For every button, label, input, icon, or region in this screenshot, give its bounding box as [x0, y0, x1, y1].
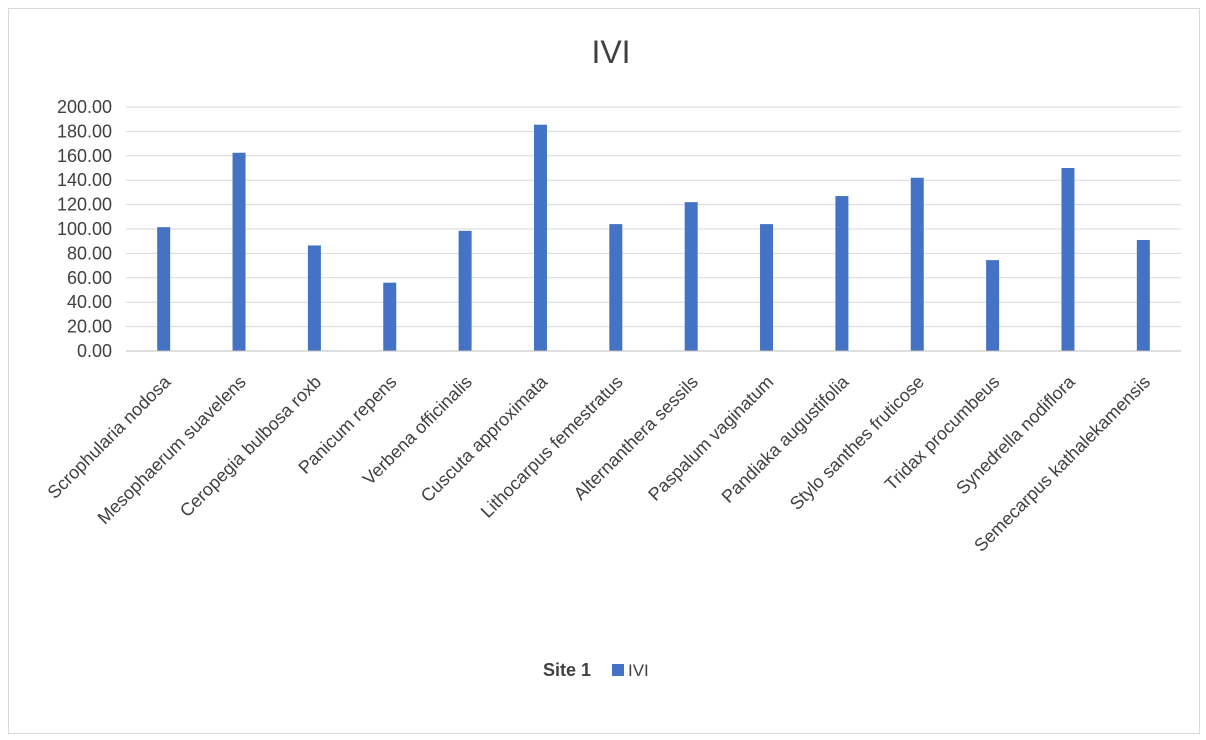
- legend-swatch-ivi: [612, 664, 624, 676]
- bar: [458, 230, 472, 351]
- legend-label-ivi: IVI: [628, 661, 649, 680]
- bar: [760, 224, 774, 351]
- legend-title: Site 1: [543, 660, 591, 680]
- y-axis-tick-labels: 0.00 20.00 40.00 60.00 80.00 100.00 120.00 140.…: [57, 97, 112, 361]
- x-category-label: Lithocarpus femestratus: [477, 372, 627, 522]
- bar: [1061, 168, 1075, 351]
- y-tick-label: 100.00: [57, 219, 112, 239]
- x-category-label: Cuscuta approximata: [417, 371, 552, 506]
- bar: [307, 245, 321, 351]
- y-tick-label: 40.00: [67, 292, 112, 312]
- x-category-label: Pandiaka augustifolia: [718, 371, 854, 507]
- y-tick-label: 0.00: [77, 341, 112, 361]
- x-category-label: Scrophularia nodosa: [44, 371, 176, 503]
- y-tick-label: 160.00: [57, 146, 112, 166]
- bar: [609, 224, 623, 351]
- x-category-label: Ceropegia bulbosa roxb: [176, 372, 325, 521]
- bar: [157, 227, 171, 351]
- bar: [910, 177, 924, 351]
- gridlines: [126, 106, 1181, 352]
- bar: [684, 202, 698, 351]
- bars: [157, 124, 1150, 351]
- y-tick-label: 200.00: [57, 97, 112, 117]
- bar: [986, 260, 1000, 351]
- bar: [383, 282, 397, 351]
- y-tick-label: 60.00: [67, 268, 112, 288]
- legend: Site 1 IVI: [543, 660, 649, 680]
- y-tick-label: 180.00: [57, 121, 112, 141]
- x-category-label: Mesophaerum suavelens: [94, 372, 250, 528]
- bar: [835, 196, 849, 351]
- bar: [232, 152, 246, 351]
- bar-chart: IVI 0.00 20.00 40.00 60.00 80.00 100.00 120.00…: [44, 34, 1181, 680]
- y-tick-label: 140.00: [57, 170, 112, 190]
- x-category-label: Alternanthera sessils: [570, 372, 702, 504]
- bar: [1136, 239, 1150, 351]
- y-tick-label: 80.00: [67, 243, 112, 263]
- bar: [533, 124, 547, 351]
- chart-container: IVI 0.00 20.00 40.00 60.00 80.00 100.00 120.00…: [8, 8, 1200, 734]
- x-category-label: Stylo santhes fruticose: [786, 372, 928, 514]
- x-category-label: Paspalum vaginatum: [644, 372, 777, 505]
- y-tick-label: 120.00: [57, 195, 112, 215]
- y-tick-label: 20.00: [67, 317, 112, 337]
- chart-title: IVI: [591, 34, 630, 70]
